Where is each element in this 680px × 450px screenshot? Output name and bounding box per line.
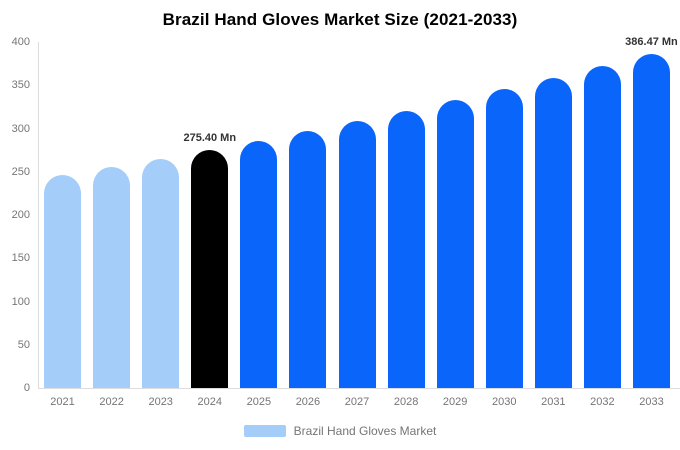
x-axis-label-2022: 2022: [99, 396, 124, 408]
y-axis-tick-label: 250: [11, 165, 30, 178]
x-axis-label-2033: 2033: [639, 396, 664, 408]
bar-column-2022: [87, 42, 136, 388]
bar-2030: [485, 89, 523, 388]
bar-value-label-2033: 386.47 Mn: [625, 35, 678, 48]
bar-2024: [191, 149, 229, 388]
legend-swatch: [243, 425, 286, 437]
bar-2026: [289, 131, 327, 388]
bar-column-2030: [480, 42, 529, 388]
bar-2021: [44, 175, 82, 388]
bar-2033: [632, 53, 670, 388]
bar-column-2023: [136, 42, 185, 388]
x-axis-label-2032: 2032: [590, 396, 615, 408]
x-axis-label-2028: 2028: [393, 396, 419, 408]
x-axis-label-2027: 2027: [344, 396, 370, 408]
legend-label: Brazil Hand Gloves Market: [293, 424, 437, 438]
y-axis-tick-label: 50: [17, 338, 30, 351]
y-axis-tick-label: 350: [11, 79, 30, 92]
x-axis-label-2023: 2023: [148, 396, 173, 408]
bar-2027: [338, 121, 376, 388]
y-axis-tick-label: 400: [11, 36, 30, 48]
bar-value-label-2024: 275.40 Mn: [183, 131, 237, 144]
x-axis-label-2025: 2025: [246, 396, 272, 408]
bar-column-2031: [529, 42, 578, 388]
y-axis-tick-label: 200: [11, 209, 30, 221]
bar-column-2027: [332, 42, 381, 388]
bar-2031: [534, 77, 572, 388]
bar-2032: [583, 66, 621, 388]
bar-2025: [240, 140, 278, 388]
y-axis-tick-label: 0: [23, 382, 30, 394]
x-axis-baseline: [38, 388, 680, 389]
x-axis-label-2021: 2021: [50, 396, 75, 408]
chart-title: Brazil Hand Gloves Market Size (2021-203…: [162, 10, 518, 29]
bar-column-2021: [38, 42, 87, 388]
x-axis-label-2024: 2024: [197, 396, 223, 408]
legend: Brazil Hand Gloves Market: [0, 424, 680, 438]
y-axis-tick-label: 100: [11, 295, 30, 308]
bar-column-2032: [578, 42, 627, 388]
y-axis-tick-label: 150: [11, 252, 30, 265]
x-axis-label-2026: 2026: [295, 396, 321, 408]
x-axis-labels: 2021 2022 2023 2024 2025 2026 2027 2028 2029 2030…: [38, 396, 676, 408]
plot-area: 275.40 Mn 386.47 Mn: [38, 36, 678, 388]
x-axis-label-2031: 2031: [541, 396, 566, 408]
bar-2022: [93, 167, 131, 388]
bar-column-2033: 386.47 Mn: [625, 36, 678, 388]
bar-2028: [387, 111, 425, 388]
bar-2023: [142, 158, 180, 388]
bar-column-2028: [382, 42, 431, 388]
bar-column-2026: [283, 42, 332, 388]
x-axis-label-2029: 2029: [442, 396, 468, 408]
y-axis-tick-label: 300: [11, 122, 30, 135]
x-axis-label-2030: 2030: [492, 396, 517, 408]
bar-2029: [436, 100, 474, 388]
bar-column-2025: [234, 42, 283, 388]
bar-column-2024: 275.40 Mn: [183, 42, 237, 388]
y-axis-line: [38, 42, 39, 388]
bar-column-2029: [431, 42, 480, 388]
